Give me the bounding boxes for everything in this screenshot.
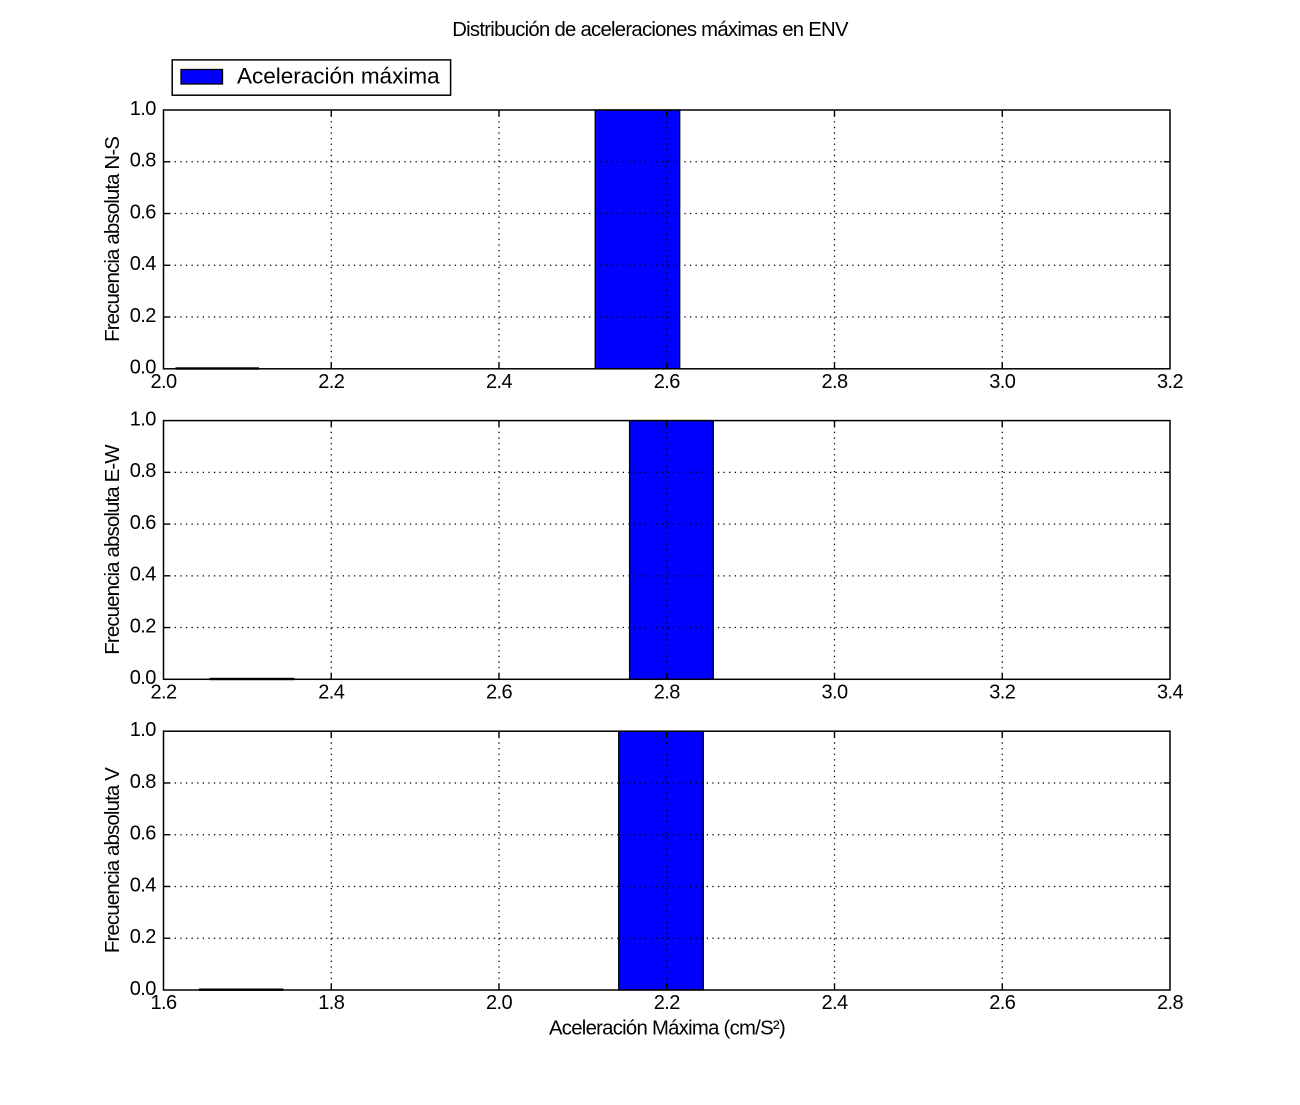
svg-text:2.2: 2.2 <box>654 992 680 1014</box>
svg-text:3.4: 3.4 <box>1157 682 1183 704</box>
svg-text:0.4: 0.4 <box>130 564 156 586</box>
svg-text:3.0: 3.0 <box>821 682 847 704</box>
svg-text:2.4: 2.4 <box>318 682 344 704</box>
svg-text:0.2: 0.2 <box>130 305 156 327</box>
svg-text:0.0: 0.0 <box>130 978 156 1000</box>
svg-text:0.8: 0.8 <box>130 460 156 482</box>
svg-text:0.4: 0.4 <box>130 253 156 275</box>
svg-text:2.8: 2.8 <box>821 371 847 393</box>
svg-text:2.4: 2.4 <box>821 992 847 1014</box>
svg-text:3.0: 3.0 <box>989 371 1015 393</box>
svg-text:2.6: 2.6 <box>989 992 1015 1014</box>
svg-text:2.6: 2.6 <box>486 682 512 704</box>
svg-text:Frecuencia absoluta E-W: Frecuencia absoluta E-W <box>101 444 124 655</box>
svg-text:0.6: 0.6 <box>130 512 156 534</box>
svg-text:1.8: 1.8 <box>318 992 344 1014</box>
svg-text:0.0: 0.0 <box>130 357 156 379</box>
svg-text:2.8: 2.8 <box>1157 992 1183 1014</box>
svg-text:0.2: 0.2 <box>130 615 156 637</box>
svg-text:0.4: 0.4 <box>130 874 156 896</box>
svg-text:2.2: 2.2 <box>150 682 176 704</box>
svg-text:Frecuencia absoluta V: Frecuencia absoluta V <box>101 767 124 953</box>
svg-text:Aceleración máxima: Aceleración máxima <box>237 64 440 89</box>
svg-text:0.0: 0.0 <box>130 667 156 689</box>
svg-text:2.8: 2.8 <box>654 682 680 704</box>
svg-text:0.6: 0.6 <box>130 201 156 223</box>
svg-text:2.6: 2.6 <box>654 371 680 393</box>
svg-text:1.0: 1.0 <box>130 409 156 431</box>
svg-text:2.0: 2.0 <box>486 992 512 1014</box>
svg-text:3.2: 3.2 <box>989 682 1015 704</box>
svg-text:Aceleración Máxima (cm/S²): Aceleración Máxima (cm/S²) <box>549 1017 785 1039</box>
svg-text:Frecuencia absoluta N-S: Frecuencia absoluta N-S <box>101 137 124 342</box>
svg-text:3.2: 3.2 <box>1157 371 1183 393</box>
svg-text:1.0: 1.0 <box>130 98 156 120</box>
svg-text:2.2: 2.2 <box>318 371 344 393</box>
svg-text:2.0: 2.0 <box>150 371 176 393</box>
svg-text:0.6: 0.6 <box>130 823 156 845</box>
svg-text:0.2: 0.2 <box>130 926 156 948</box>
svg-text:0.8: 0.8 <box>130 771 156 793</box>
svg-text:0.8: 0.8 <box>130 150 156 172</box>
svg-text:2.4: 2.4 <box>486 371 512 393</box>
svg-text:Distribución de aceleraciones: Distribución de aceleraciones máximas en… <box>452 19 849 41</box>
svg-text:1.6: 1.6 <box>150 992 176 1014</box>
svg-text:1.0: 1.0 <box>130 719 156 741</box>
